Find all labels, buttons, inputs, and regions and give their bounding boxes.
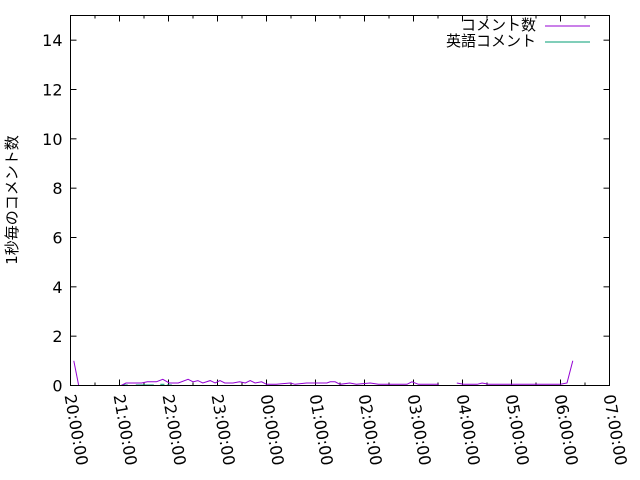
x-tick-label: 21:00:00 bbox=[110, 393, 141, 467]
axis-ticks: 0 2 4 6 8 10 12 14 20:00:00 21:00:00 22:00:00 23:00… bbox=[42, 15, 631, 467]
x-tick-label: 03:00:00 bbox=[404, 393, 435, 467]
x-tick-label: 05:00:00 bbox=[502, 393, 533, 467]
legend: コメント数 英語コメント bbox=[446, 16, 590, 50]
x-tick-label: 01:00:00 bbox=[306, 393, 337, 467]
y-axis-label: 1秒毎のコメント数 bbox=[3, 135, 21, 265]
y-tick-label: 8 bbox=[52, 179, 62, 198]
x-tick-label: 22:00:00 bbox=[159, 393, 190, 467]
series-lines bbox=[73, 360, 574, 386]
y-tick-label: 14 bbox=[42, 31, 62, 50]
x-tick-label: 23:00:00 bbox=[208, 393, 239, 467]
x-tick-label: 04:00:00 bbox=[453, 393, 484, 467]
y-tick-label: 12 bbox=[42, 81, 62, 100]
y-tick-label: 2 bbox=[52, 327, 62, 346]
legend-label-1: 英語コメント bbox=[446, 32, 536, 50]
x-tick-label: 00:00:00 bbox=[257, 393, 288, 467]
x-tick-label: 07:00:00 bbox=[600, 393, 631, 467]
y-tick-label: 0 bbox=[52, 377, 62, 396]
y-tick-label: 6 bbox=[52, 229, 62, 248]
x-tick-label: 06:00:00 bbox=[551, 393, 582, 467]
series-line-0 bbox=[120, 378, 439, 386]
x-tick-label: 20:00:00 bbox=[61, 393, 92, 467]
series-line-0 bbox=[456, 360, 574, 385]
y-tick-label: 4 bbox=[52, 278, 62, 297]
x-tick-label: 02:00:00 bbox=[355, 393, 386, 467]
series-line-0 bbox=[73, 360, 80, 386]
plot-border bbox=[70, 15, 610, 386]
legend-label-0: コメント数 bbox=[461, 16, 536, 34]
y-tick-label: 10 bbox=[42, 130, 62, 149]
